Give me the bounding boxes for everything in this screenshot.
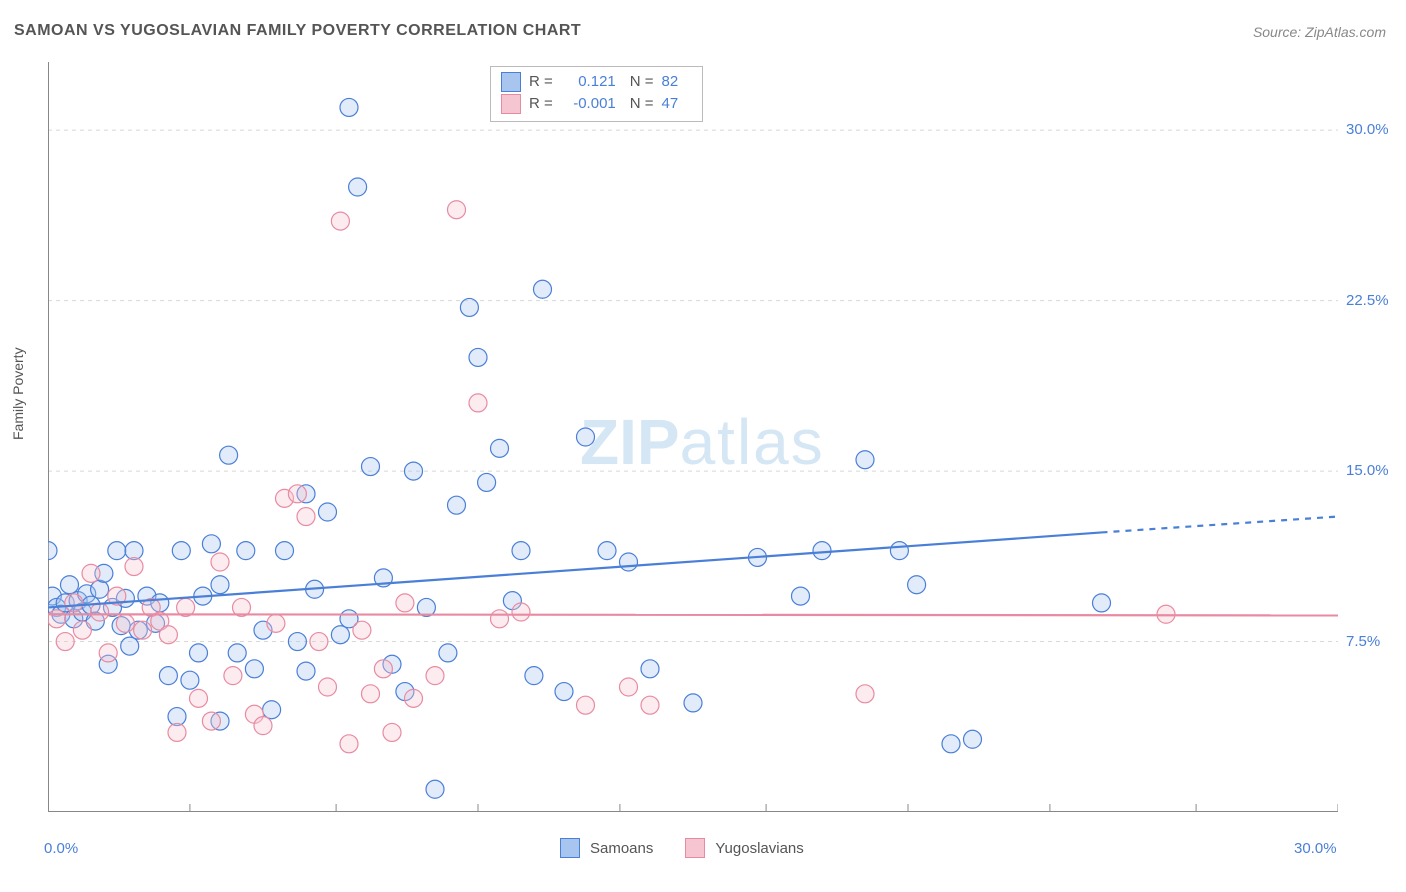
- y-tick-label: 30.0%: [1346, 121, 1389, 138]
- stats-row: R = -0.001 N = 47: [501, 93, 692, 115]
- n-value: 82: [662, 71, 692, 93]
- bottom-legend: Samoans Yugoslavians: [560, 838, 826, 858]
- scatter-plot: [48, 62, 1338, 812]
- stats-row: R = 0.121 N = 82: [501, 71, 692, 93]
- legend-swatch: [685, 838, 705, 858]
- r-value: 0.121: [561, 71, 616, 93]
- y-axis-label: Family Poverty: [10, 347, 26, 440]
- source-credit: Source: ZipAtlas.com: [1253, 24, 1386, 40]
- n-label: N =: [630, 71, 654, 93]
- stats-legend-box: R = 0.121 N = 82 R = -0.001 N = 47: [490, 66, 703, 122]
- r-label: R =: [529, 71, 553, 93]
- y-tick-label: 7.5%: [1346, 633, 1380, 650]
- chart-title: SAMOAN VS YUGOSLAVIAN FAMILY POVERTY COR…: [14, 22, 581, 40]
- n-value: 47: [662, 93, 692, 115]
- legend-series-label: Samoans: [590, 840, 653, 857]
- r-label: R =: [529, 93, 553, 115]
- y-tick-label: 15.0%: [1346, 462, 1389, 479]
- x-axis-min-label: 0.0%: [44, 840, 78, 857]
- r-value: -0.001: [561, 93, 616, 115]
- y-tick-label: 22.5%: [1346, 292, 1389, 309]
- source-label: Source:: [1253, 24, 1305, 40]
- legend-swatch: [501, 72, 521, 92]
- legend-swatch: [501, 94, 521, 114]
- legend-swatch: [560, 838, 580, 858]
- source-value: ZipAtlas.com: [1305, 24, 1386, 40]
- legend-series-label: Yugoslavians: [715, 840, 803, 857]
- n-label: N =: [630, 93, 654, 115]
- x-axis-max-label: 30.0%: [1294, 840, 1337, 857]
